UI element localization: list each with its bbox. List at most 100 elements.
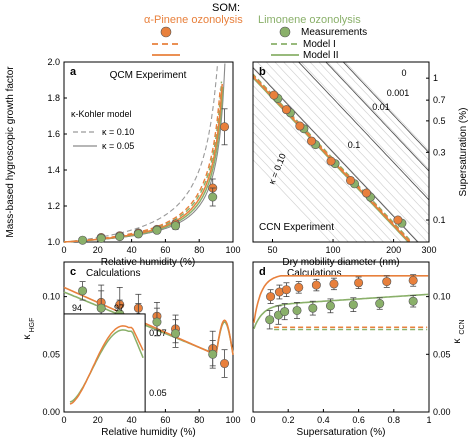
panel-b-kappa-gridline	[253, 103, 384, 242]
header-som: SOM:	[212, 2, 240, 14]
panel-c-inset-ytick-label: 0.07	[149, 328, 167, 338]
panel-b-ytick-label: 0.7	[433, 95, 446, 105]
panel-b-ytick-label: 0.1	[433, 215, 446, 225]
panel-d-xlabel: Supersaturation (%)	[297, 427, 386, 438]
panel-d-ytick-label: 0.10	[433, 292, 451, 302]
panel-b-point	[295, 121, 305, 131]
panel-a-kappa-010-curve	[63, 64, 219, 243]
panel-b-xtick-label: 300	[421, 245, 436, 255]
header-alpha-pinene: α-Pinene ozonolysis	[144, 14, 243, 26]
panel-c-point	[220, 359, 230, 369]
panel-a-point	[220, 122, 230, 132]
panel-b-xtick-label: 50	[267, 245, 277, 255]
legend-limonene-marker	[279, 26, 291, 38]
panel-b-kappa-gridline	[274, 62, 429, 226]
panel-a-ytick-label: 1.4	[47, 165, 60, 175]
panel-c-inset-ytick-label: 0.05	[149, 388, 167, 398]
panel-d-ylabel-sub: CCN	[459, 319, 466, 334]
panel-b-kappa-gridline	[253, 131, 358, 242]
panel-c-xtick-label: 100	[225, 415, 240, 425]
panel-d-ylabel: κ	[452, 338, 463, 344]
panel-a-kappa-dash-label: κ = 0.10	[102, 127, 134, 137]
panel-a-frame	[63, 61, 234, 243]
panel-c-ytick-label: 0.10	[42, 292, 60, 302]
panel-d-point	[266, 292, 276, 302]
panel-c-xtick-label: 60	[160, 415, 170, 425]
legend-measurements: Measurements	[301, 27, 367, 38]
panel-b-kappa-gridline	[318, 62, 429, 180]
panel-c-title: Calculations	[86, 268, 140, 279]
panel-d-point	[294, 282, 304, 292]
panel-c-xtick-label: 20	[93, 415, 103, 425]
panel-b-kappa-gridline	[291, 62, 429, 208]
panel-d-frame	[252, 261, 430, 413]
panel-b-point	[326, 156, 336, 166]
panel-d-point	[311, 280, 321, 290]
panel-b-kappa-line-0	[342, 62, 429, 154]
panel-b-point	[269, 90, 279, 100]
panel-c-point	[78, 286, 88, 296]
panel-a-ytick-label: 1.6	[47, 129, 60, 139]
panel-c-point	[208, 349, 218, 359]
panel-d-xtick-label: 0	[250, 415, 255, 425]
panel-a-alpha-model2	[64, 83, 223, 243]
panel-a-ytick-label: 1.2	[47, 201, 60, 211]
panel-b-kappa-gridline	[283, 62, 429, 217]
panel-a-point	[152, 225, 162, 235]
panel-a-letter: a	[70, 66, 77, 78]
panel-c-xtick-label: 40	[127, 415, 137, 425]
panel-d-letter: d	[259, 266, 266, 278]
panel-a-xtick-label: 100	[225, 245, 240, 255]
panel-a-xtick-label: 60	[160, 245, 170, 255]
panel-a-ytick-label: 1.0	[47, 237, 60, 247]
panel-b-kappa-line-2	[297, 62, 429, 201]
panel-a-point	[208, 192, 218, 202]
panel-c-point	[171, 329, 181, 339]
panel-c-ylabel-sub: HGF	[29, 318, 36, 333]
panel-d-point	[329, 279, 339, 289]
panel-b-point	[281, 105, 291, 115]
panel-d-point	[348, 300, 358, 310]
panel-b-kappa-gridline	[253, 84, 402, 242]
panel-d-alpha-model2	[253, 274, 429, 323]
panel-c-inset-xtick-label: 97	[114, 303, 124, 313]
panel-a-xtick-label: 40	[127, 245, 137, 255]
panel-a-xtick-label: 0	[61, 245, 66, 255]
panel-b-kappa-gridline	[256, 62, 428, 242]
panel-a-lim-model1	[64, 81, 223, 243]
panel-c-inset-alpha-curve	[69, 325, 144, 405]
panel-d-point	[382, 277, 392, 287]
panel-a-point	[78, 235, 88, 245]
panel-b-xtick-label: 100	[326, 245, 341, 255]
panel-a-kappa-legend-title: κ-Kohler model	[71, 109, 132, 119]
panel-b-ytick-label: 0.5	[433, 116, 446, 126]
panel-a-point	[115, 232, 125, 242]
panel-a-point	[133, 229, 143, 239]
panel-d-xtick-label: 0.2	[282, 415, 295, 425]
panel-c-ytick-label: 0.05	[42, 349, 60, 359]
panel-d: d Calculations 0 0.2 0.4 0.6 0.8 10.00 0.05 0.10 S…	[250, 261, 466, 438]
panel-d-ytick-label: 0.00	[433, 407, 451, 417]
panel-d-point	[281, 285, 291, 295]
panel-b-kappa-gridline	[300, 62, 429, 198]
panel-b-point	[346, 175, 356, 185]
panel-a-kappa-005-curve	[64, 63, 226, 243]
panel-d-lim-model2	[253, 293, 429, 330]
panel-a-xtick-label: 20	[93, 245, 103, 255]
panel-a-title: QCM Experiment	[110, 70, 187, 81]
panel-c-point	[152, 317, 162, 327]
panel-d-point	[375, 299, 385, 309]
legend-model1: Model I	[303, 39, 336, 50]
panel-a-point	[171, 221, 181, 231]
panel-a-kappa-solid-label: κ = 0.05	[102, 141, 134, 151]
panel-b-ylabel: Supersaturation (%)	[458, 108, 469, 197]
panel-c-xtick-label: 0	[61, 415, 66, 425]
panel-a: a QCM Experiment 0 20 40 60 80 100 1.0 1.2 1.4 1.6 1…	[5, 57, 241, 268]
panel-b-kappa-label-1: 0.001	[387, 88, 410, 98]
panel-d-point	[408, 275, 418, 285]
panel-b-kappa-gridline	[253, 140, 349, 242]
panel-b-kappa-label-0: 0	[401, 68, 406, 78]
panel-b-kappa-gridline	[253, 149, 341, 242]
panel-c-xtick-label: 80	[194, 415, 204, 425]
